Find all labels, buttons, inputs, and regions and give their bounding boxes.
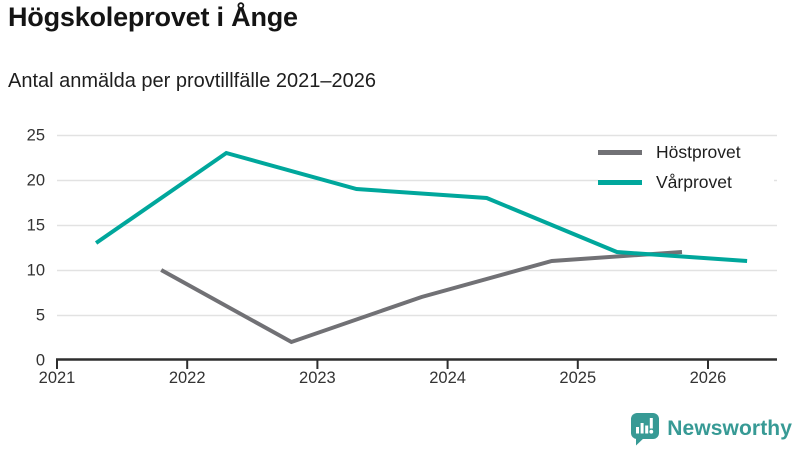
legend-label-hostprovet: Höstprovet xyxy=(656,141,741,162)
newsworthy-logo: Newsworthy xyxy=(630,411,792,447)
svg-text:2021: 2021 xyxy=(39,369,76,387)
x-tick-labels: 2021 2022 2023 2024 2025 2026 xyxy=(39,369,727,387)
series-line-1 xyxy=(94,150,748,263)
legend-swatch-hostprovet xyxy=(598,149,642,155)
svg-text:2024: 2024 xyxy=(429,369,466,387)
svg-text:2023: 2023 xyxy=(299,369,336,387)
chart-subtitle: Antal anmälda per provtillfälle 2021–202… xyxy=(8,70,377,92)
x-axis xyxy=(56,358,777,369)
legend-item-hostprovet: Höstprovet xyxy=(598,140,774,164)
legend-label-varprovet: Vårprovet xyxy=(656,171,732,192)
svg-text:2025: 2025 xyxy=(559,369,596,387)
svg-text:25: 25 xyxy=(27,127,45,145)
legend-item-varprovet: Vårprovet xyxy=(598,170,774,194)
svg-text:0: 0 xyxy=(36,352,45,370)
svg-text:5: 5 xyxy=(36,307,45,325)
chart-legend: Höstprovet Vårprovet xyxy=(598,137,774,197)
newsworthy-wordmark: Newsworthy xyxy=(667,417,792,440)
svg-text:10: 10 xyxy=(27,262,45,280)
series-line-0 xyxy=(160,250,683,345)
svg-text:15: 15 xyxy=(27,217,45,235)
svg-text:2026: 2026 xyxy=(690,369,727,387)
legend-swatch-varprovet xyxy=(598,179,642,185)
chart-title: Högskoleprovet i Ånge xyxy=(8,2,298,32)
svg-text:20: 20 xyxy=(27,172,45,190)
svg-text:2022: 2022 xyxy=(169,369,206,387)
y-tick-labels: 0 5 10 15 20 25 xyxy=(27,127,45,370)
newsworthy-bar-chart-icon xyxy=(631,413,660,446)
